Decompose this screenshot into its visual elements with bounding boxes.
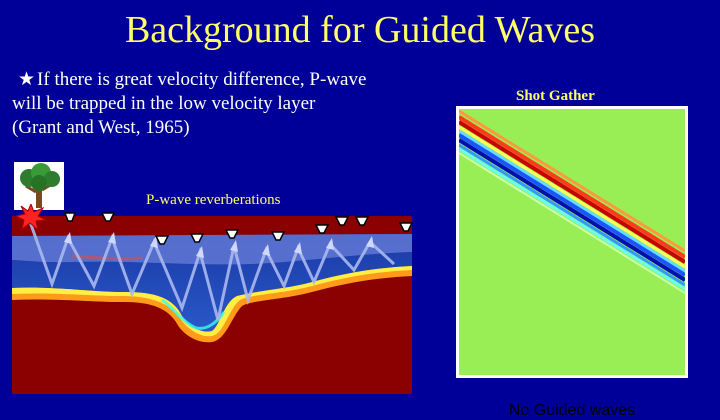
shot-gather-image	[459, 109, 685, 375]
reverberation-label: P-wave reverberations	[146, 192, 281, 208]
bullet-line-1: If there is great velocity difference, P…	[37, 69, 367, 90]
star-bullet-icon: ★	[18, 69, 36, 90]
explosion-icon	[16, 204, 46, 230]
cross-section-image	[12, 216, 412, 394]
tree-icon	[14, 162, 64, 210]
bullet-text: ★ If there is great velocity difference, …	[12, 68, 432, 140]
slide-title: Background for Guided Waves	[124, 9, 596, 51]
bullet-line-2: will be trapped in the low velocity laye…	[12, 93, 316, 114]
shot-gather-label: Shot Gather	[516, 88, 595, 104]
shot-gather-panel: No Guided waves	[456, 106, 688, 419]
bullet-line-3: (Grant and West, 1965)	[12, 117, 190, 138]
